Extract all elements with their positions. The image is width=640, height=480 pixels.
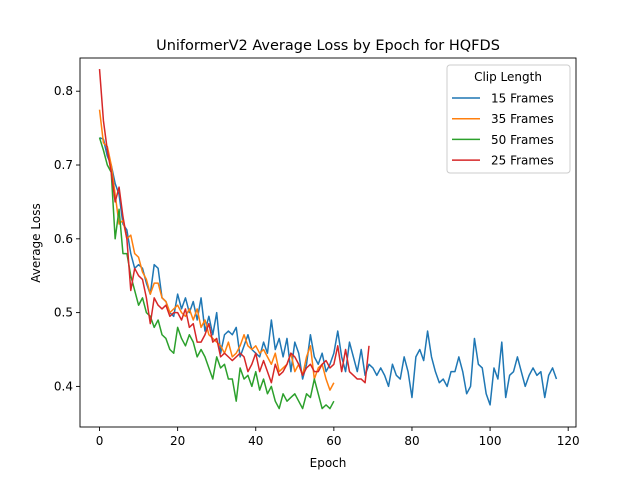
series-line-2 <box>98 137 335 410</box>
y-tick-label-3: 0.7 <box>54 158 73 172</box>
x-tick-label-6: 120 <box>557 434 580 448</box>
x-tick-label-2: 40 <box>248 434 263 448</box>
legend-box <box>446 64 571 174</box>
y-tick-label-0: 0.4 <box>54 379 73 393</box>
series-line-1 <box>98 109 335 391</box>
y-tick-label-2: 0.6 <box>54 232 73 246</box>
y-axis-ticks: 0.4 0.5 0.6 0.7 0.8 <box>54 84 80 393</box>
legend-label-1: 35 Frames <box>491 112 554 126</box>
series-line-0 <box>99 136 558 406</box>
y-axis-label: Average Loss <box>29 203 43 282</box>
legend-items: 15 Frames 35 Frames 50 Frames 25 Frames <box>452 92 554 168</box>
x-tick-label-4: 80 <box>404 434 419 448</box>
legend: Clip Length 15 Frames 35 Frames 50 Frames 2… <box>446 64 571 174</box>
x-axis-label: Epoch <box>310 456 347 470</box>
axes-frame <box>79 57 577 428</box>
legend-label-0: 15 Frames <box>491 92 554 106</box>
x-tick-label-0: 0 <box>96 434 104 448</box>
y-tick-label-1: 0.5 <box>54 306 73 320</box>
x-tick-label-1: 20 <box>170 434 185 448</box>
series-line-3 <box>98 69 370 384</box>
plot-area <box>98 69 558 410</box>
y-tick-label-4: 0.8 <box>54 84 73 98</box>
x-tick-label-5: 100 <box>479 434 502 448</box>
legend-title: Clip Length <box>474 70 542 84</box>
chart-title: UniformerV2 Average Loss by Epoch for HQ… <box>156 38 500 54</box>
x-axis-ticks: 0 20 40 60 80 100 120 <box>96 427 580 448</box>
x-tick-label-3: 60 <box>326 434 341 448</box>
legend-label-2: 50 Frames <box>491 133 554 147</box>
legend-label-3: 25 Frames <box>491 154 554 168</box>
